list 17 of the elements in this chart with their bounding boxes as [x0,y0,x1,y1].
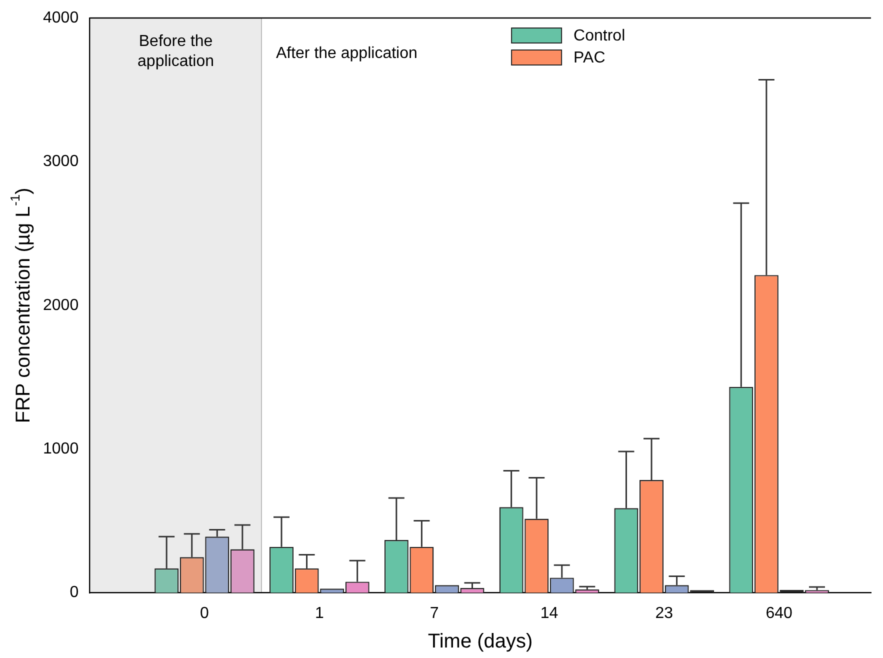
y-tick-label: 2000 [43,296,79,314]
x-tick-label: 7 [430,604,439,622]
x-tick-label: 1 [314,604,324,622]
y-tick-label: 0 [70,584,79,602]
annotation: After the application [276,45,418,62]
y-tick-label: 1000 [43,440,79,458]
legend-label: PAC [574,49,606,66]
x-tick-label: 14 [540,604,558,622]
annotation: Before the application [138,33,214,70]
x-axis-title: Time (days) [428,630,533,653]
y-tick-label: 3000 [43,153,79,170]
x-tick-label: 640 [766,604,793,622]
y-axis-title: FRP concentration (µg L-1) [8,188,35,424]
x-tick-label: 0 [200,604,210,622]
x-tick-label: 23 [655,604,674,622]
legend-label: Control [574,27,626,44]
y-tick-label: 4000 [43,9,79,26]
